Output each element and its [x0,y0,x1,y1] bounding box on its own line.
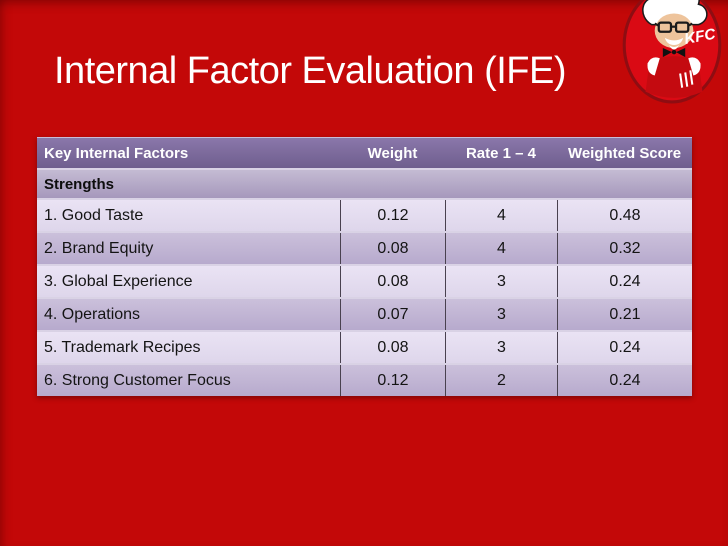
weighted-score-cell: 0.48 [557,200,692,231]
weight-cell: 0.08 [340,332,445,363]
rate-cell: 2 [445,365,557,396]
colonel-hair-icon [642,0,708,26]
weighted-score-cell: 0.24 [557,266,692,297]
rate-cell: 4 [445,233,557,264]
factor-cell: 1. Good Taste [44,206,144,224]
column-header-rate: Rate 1 – 4 [465,144,537,162]
kfc-wordmark: KFC [683,26,718,48]
rate-cell: 3 [445,332,557,363]
factor-cell: 3. Global Experience [44,272,193,290]
kfc-logo: KFC [622,0,722,104]
weight-cell: 0.12 [340,365,445,396]
weight-cell: 0.12 [340,200,445,231]
section-label: Strengths [44,175,115,193]
factor-cell: 4. Operations [44,305,141,323]
factor-cell: 5. Trademark Recipes [44,338,201,356]
rate-cell: 3 [445,299,557,330]
table-row: 1. Good Taste 0.12 4 0.48 [37,198,692,231]
weight-cell: 0.07 [340,299,445,330]
section-row-strengths: Strengths [37,168,692,198]
rate-cell: 3 [445,266,557,297]
column-header-weight: Weight [367,144,418,162]
weighted-score-cell: 0.21 [557,299,692,330]
weight-cell: 0.08 [340,233,445,264]
factor-cell: 2. Brand Equity [44,239,154,257]
table-row: 6. Strong Customer Focus 0.12 2 0.24 [37,363,692,396]
table-header-row: Key Internal Factors Weight Rate 1 – 4 W… [37,138,692,168]
weighted-score-cell: 0.32 [557,233,692,264]
weighted-score-cell: 0.24 [557,365,692,396]
ife-table: Key Internal Factors Weight Rate 1 – 4 W… [37,137,692,396]
column-header-key-internal-factors: Key Internal Factors [44,144,189,162]
table-row: 3. Global Experience 0.08 3 0.24 [37,264,692,297]
factor-cell: 6. Strong Customer Focus [44,371,231,389]
weight-cell: 0.08 [340,266,445,297]
table-row: 5. Trademark Recipes 0.08 3 0.24 [37,330,692,363]
rate-cell: 4 [445,200,557,231]
page-title: Internal Factor Evaluation (IFE) [54,50,567,92]
table-row: 4. Operations 0.07 3 0.21 [37,297,692,330]
weighted-score-cell: 0.24 [557,332,692,363]
table-row: 2. Brand Equity 0.08 4 0.32 [37,231,692,264]
column-header-weighted-score: Weighted Score [567,144,682,162]
